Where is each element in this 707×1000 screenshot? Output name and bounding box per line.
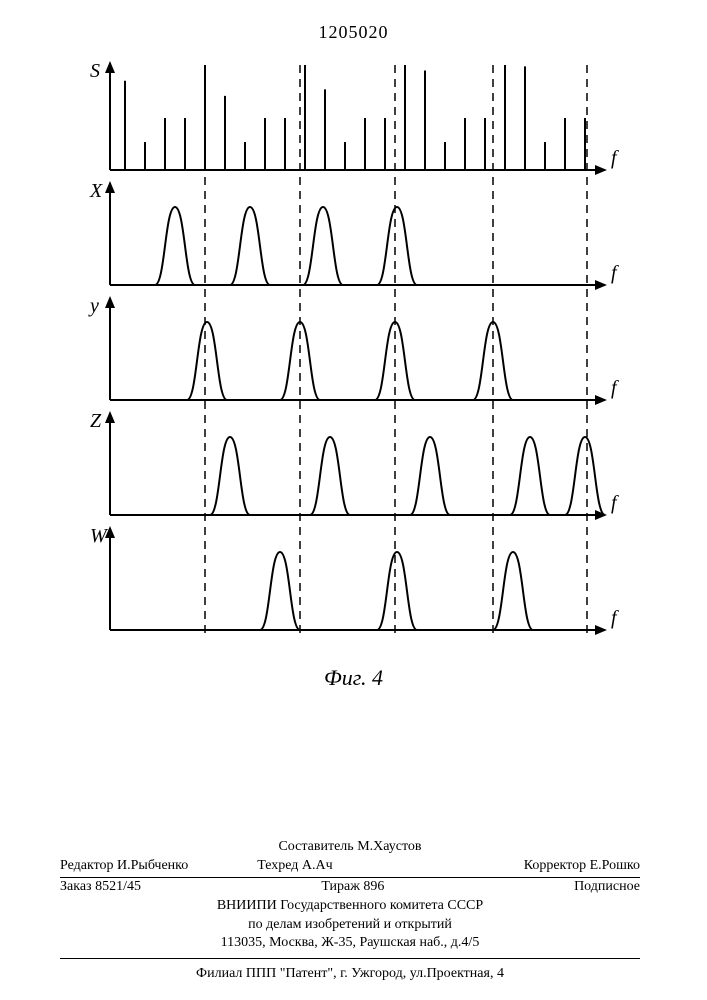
svg-text:f: f bbox=[611, 492, 619, 514]
tirage-value: 896 bbox=[363, 879, 384, 894]
subscription: Подписное bbox=[574, 879, 640, 894]
svg-text:f: f bbox=[611, 607, 619, 629]
svg-text:W: W bbox=[90, 525, 109, 547]
svg-text:X: X bbox=[89, 180, 103, 202]
credits-block: Составитель М.Хаустов Редактор И.Рыбченк… bbox=[60, 838, 640, 984]
address-line: 113035, Москва, Ж-35, Раушская наб., д.4… bbox=[60, 934, 640, 953]
document-number: 1205020 bbox=[0, 22, 707, 43]
figure-label: Фиг. 4 bbox=[0, 665, 707, 691]
order-label: Заказ bbox=[60, 879, 92, 894]
corrector-name: Е.Рошко bbox=[590, 858, 640, 873]
page: 1205020 SfXfyfZfWf Фиг. 4 Составитель М.… bbox=[0, 0, 707, 1000]
compiler-label: Составитель bbox=[278, 839, 353, 854]
techred-name: А.Ач bbox=[302, 858, 333, 873]
svg-text:f: f bbox=[611, 377, 619, 399]
org-line-2: по делам изобретений и открытий bbox=[60, 916, 640, 935]
tirage-label: Тираж bbox=[321, 879, 360, 894]
svg-text:f: f bbox=[611, 147, 619, 169]
org-line-1: ВНИИПИ Государственного комитета СССР bbox=[60, 897, 640, 916]
techred-label: Техред bbox=[257, 858, 298, 873]
svg-text:y: y bbox=[88, 295, 99, 317]
divider bbox=[60, 957, 640, 959]
corrector-label: Корректор bbox=[524, 858, 586, 873]
svg-text:S: S bbox=[90, 60, 100, 82]
compiler-name: М.Хаустов bbox=[357, 839, 421, 854]
editor-label: Редактор bbox=[60, 858, 114, 873]
editor-name: И.Рыбченко bbox=[117, 858, 188, 873]
order-value: 8521/45 bbox=[95, 879, 141, 894]
svg-text:f: f bbox=[611, 262, 619, 284]
figure-4-chart: SfXfyfZfWf bbox=[85, 55, 615, 675]
svg-text:Z: Z bbox=[90, 410, 102, 432]
branch-line: Филиал ППП "Патент", г. Ужгород, ул.Прое… bbox=[60, 965, 640, 984]
